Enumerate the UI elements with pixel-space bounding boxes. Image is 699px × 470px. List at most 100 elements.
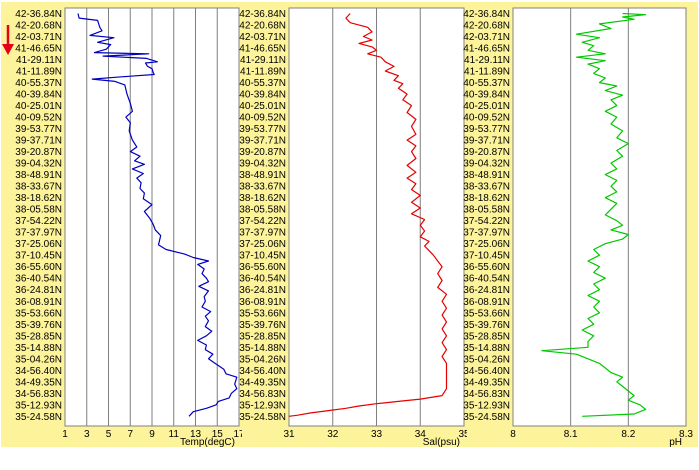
ph-y-tick-label: 37-54.22N bbox=[463, 216, 510, 227]
temp-y-tick-label: 40-55.37N bbox=[15, 78, 62, 89]
temp-x-tick-label: 17 bbox=[233, 429, 245, 440]
sal-y-tick-label: 35-39.76N bbox=[239, 320, 286, 331]
temp-series-line bbox=[77, 13, 238, 417]
ph-y-tick-label: 37-10.45N bbox=[463, 251, 510, 262]
ph-y-tick-label: 38-05.58N bbox=[463, 205, 510, 216]
ph-y-tick-label: 35-04.26N bbox=[463, 354, 510, 365]
temp-y-tick-label: 40-09.52N bbox=[15, 113, 62, 124]
ph-y-tick-label: 38-48.91N bbox=[463, 170, 510, 181]
ph-y-tick-label: 37-25.06N bbox=[463, 239, 510, 250]
sal-y-tick-label: 35-14.88N bbox=[239, 343, 286, 354]
temp-y-tick-label: 35-24.58N bbox=[15, 412, 62, 423]
ph-x-tick-label: 8.3 bbox=[679, 429, 693, 440]
ph-y-tick-label: 38-33.67N bbox=[463, 182, 510, 193]
temp-y-tick-label: 34-49.35N bbox=[15, 377, 62, 388]
temp-y-tick-label: 39-04.32N bbox=[15, 159, 62, 170]
temp-y-tick-label: 38-18.62N bbox=[15, 193, 62, 204]
temp-x-tick-label: 15 bbox=[212, 429, 224, 440]
ph-y-tick-label: 35-28.85N bbox=[463, 331, 510, 342]
sal-y-tick-label: 42-20.68N bbox=[239, 21, 286, 32]
sal-y-tick-label: 42-36.84N bbox=[239, 9, 286, 20]
ph-y-tick-label: 39-53.77N bbox=[463, 124, 510, 135]
temp-y-tick-label: 37-37.97N bbox=[15, 228, 62, 239]
sal-y-tick-label: 37-10.45N bbox=[239, 251, 286, 262]
ph-y-tick-label: 39-37.71N bbox=[463, 136, 510, 147]
ph-y-tick-label: 38-18.62N bbox=[463, 193, 510, 204]
sal-y-tick-label: 40-09.52N bbox=[239, 113, 286, 124]
sal-y-tick-label: 35-24.58N bbox=[239, 412, 286, 423]
ph-y-tick-label: 34-56.40N bbox=[463, 366, 510, 377]
sal-x-tick-label: 32 bbox=[327, 429, 339, 440]
down-arrow-icon bbox=[2, 25, 14, 55]
temp-x-tick-label: 3 bbox=[84, 429, 90, 440]
temp-x-tick-label: 13 bbox=[190, 429, 202, 440]
temp-y-tick-label: 36-40.54N bbox=[15, 274, 62, 285]
ph-y-tick-label: 36-55.60N bbox=[463, 262, 510, 273]
sal-y-tick-label: 38-48.91N bbox=[239, 170, 286, 181]
temp-y-tick-label: 36-08.91N bbox=[15, 297, 62, 308]
temp-y-tick-label: 38-48.91N bbox=[15, 170, 62, 181]
ph-y-tick-label: 40-25.01N bbox=[463, 101, 510, 112]
sal-x-tick-label: 31 bbox=[283, 429, 295, 440]
ph-panel: 8 8.1 8.2 8.342-36.84N42-20.68N42-03.71N41-… bbox=[463, 2, 698, 448]
ph-y-tick-label: 36-08.91N bbox=[463, 297, 510, 308]
sal-y-tick-label: 41-29.11N bbox=[240, 55, 286, 66]
temp-y-tick-label: 39-37.71N bbox=[15, 136, 62, 147]
temp-y-tick-label: 36-55.60N bbox=[15, 262, 62, 273]
sal-y-tick-label: 39-37.71N bbox=[239, 136, 286, 147]
temp-x-axis-label: Temp(degC) bbox=[180, 437, 235, 448]
ph-y-tick-label: 36-24.81N bbox=[463, 285, 510, 296]
sal-y-tick-label: 39-04.32N bbox=[239, 159, 286, 170]
temp-y-tick-label: 34-56.40N bbox=[15, 366, 62, 377]
sal-y-tick-label: 36-55.60N bbox=[239, 262, 286, 273]
ph-y-tick-label: 39-04.32N bbox=[463, 159, 510, 170]
sal-y-tick-label: 37-54.22N bbox=[239, 216, 286, 227]
sal-y-tick-label: 41-46.65N bbox=[239, 44, 286, 55]
temp-y-tick-label: 35-39.76N bbox=[15, 320, 62, 331]
sal-x-tick-label: 35 bbox=[458, 429, 470, 440]
ph-y-tick-label: 35-24.58N bbox=[463, 412, 510, 423]
sal-y-tick-label: 34-56.83N bbox=[239, 389, 286, 400]
temp-x-tick-label: 9 bbox=[149, 429, 155, 440]
sal-y-tick-label: 35-04.26N bbox=[239, 354, 286, 365]
temp-y-tick-label: 36-24.81N bbox=[15, 285, 62, 296]
ph-y-tick-label: 40-55.37N bbox=[463, 78, 510, 89]
temp-y-tick-label: 37-25.06N bbox=[15, 239, 62, 250]
ph-y-tick-label: 35-39.76N bbox=[463, 320, 510, 331]
ph-y-tick-label: 34-56.83N bbox=[463, 389, 510, 400]
temp-panel: 1 3 5 7 9 11 13 15 1742-36.84N42-20.68N42-03.71N… bbox=[1, 2, 251, 448]
temp-y-tick-label: 41-11.89N bbox=[16, 67, 62, 78]
temp-y-tick-label: 37-10.45N bbox=[15, 251, 62, 262]
ph-y-tick-label: 37-37.97N bbox=[463, 228, 510, 239]
ph-y-tick-label: 40-09.52N bbox=[463, 113, 510, 124]
sal-y-tick-label: 39-53.77N bbox=[239, 124, 286, 135]
temp-y-tick-label: 40-25.01N bbox=[15, 101, 62, 112]
temp-x-tick-label: 11 bbox=[169, 429, 180, 440]
temp-y-tick-label: 38-05.58N bbox=[15, 205, 62, 216]
sal-y-tick-label: 42-03.71N bbox=[239, 32, 286, 43]
temp-y-tick-label: 38-33.67N bbox=[15, 182, 62, 193]
ph-y-tick-label: 35-53.66N bbox=[463, 308, 510, 319]
ph-y-tick-label: 36-40.54N bbox=[463, 274, 510, 285]
temp-y-tick-label: 37-54.22N bbox=[15, 216, 62, 227]
sal-y-tick-label: 35-53.66N bbox=[239, 308, 286, 319]
temp-y-tick-label: 42-36.84N bbox=[15, 9, 62, 20]
temp-y-tick-label: 39-20.87N bbox=[15, 147, 62, 158]
ph-y-tick-label: 40-39.84N bbox=[463, 90, 510, 101]
sal-y-tick-label: 40-39.84N bbox=[239, 90, 286, 101]
temp-y-tick-label: 35-04.26N bbox=[15, 354, 62, 365]
sal-y-tick-label: 39-20.87N bbox=[239, 147, 286, 158]
ph-y-tick-label: 42-03.71N bbox=[463, 32, 510, 43]
temp-y-tick-label: 35-14.88N bbox=[15, 343, 62, 354]
temp-x-tick-label: 5 bbox=[106, 429, 112, 440]
sal-y-tick-label: 40-25.01N bbox=[239, 101, 286, 112]
ph-y-tick-label: 34-49.35N bbox=[463, 377, 510, 388]
sal-y-tick-label: 38-33.67N bbox=[239, 182, 286, 193]
sal-y-tick-label: 35-12.93N bbox=[239, 400, 286, 411]
temp-y-tick-label: 42-20.68N bbox=[15, 21, 62, 32]
ph-y-tick-label: 41-29.11N bbox=[464, 55, 510, 66]
ph-x-tick-label: 8.1 bbox=[564, 429, 578, 440]
ph-y-tick-label: 41-11.89N bbox=[464, 67, 510, 78]
sal-y-tick-label: 38-18.62N bbox=[239, 193, 286, 204]
